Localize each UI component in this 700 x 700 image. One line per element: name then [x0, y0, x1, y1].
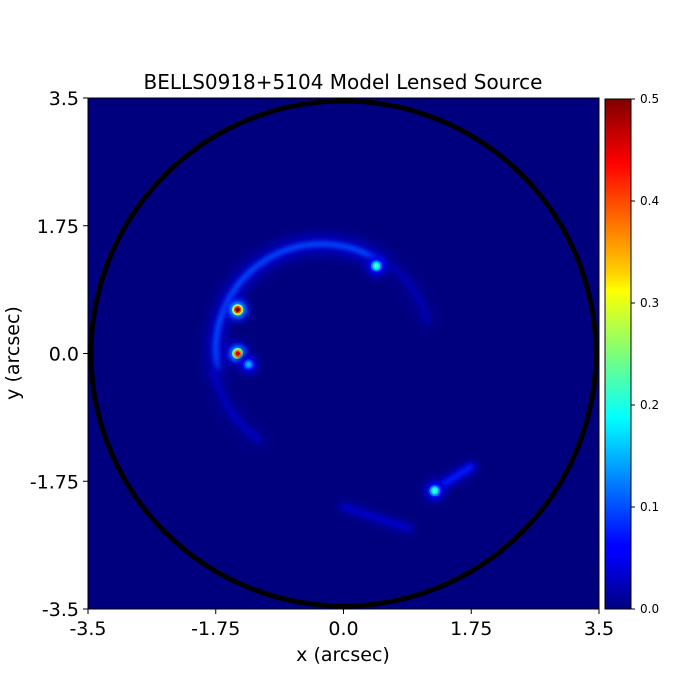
knot-level-4 [246, 362, 251, 367]
mask-circle [88, 98, 599, 609]
y-axis-label: y (arcsec) [2, 306, 24, 400]
streak-core [440, 464, 474, 487]
knot-level-4 [235, 307, 240, 312]
arc-core [213, 241, 385, 371]
y-tick-label: 0.0 [49, 344, 79, 366]
arc-2 [385, 259, 434, 328]
colorbar-tick-label: 0.2 [640, 398, 659, 412]
colorbar-tick-label: 0.3 [640, 296, 659, 310]
colorbar-tick-label: 0.1 [640, 500, 659, 514]
arc-core [211, 366, 262, 443]
y-tick-label: 1.75 [37, 216, 79, 238]
x-tick-label: 3.5 [584, 618, 614, 640]
knot-7 [423, 479, 446, 502]
y-axis: -3.5 -1.75 0.0 1.75 3.5 [30, 88, 88, 621]
arc-0 [209, 238, 389, 375]
x-tick-label: -1.75 [191, 618, 240, 640]
colorbar-tick-label: 0.5 [640, 92, 659, 106]
x-tick-label: -3.5 [69, 618, 106, 640]
knot-3 [226, 298, 249, 321]
x-tick-label: 1.75 [450, 618, 492, 640]
y-tick-label: -1.75 [30, 471, 79, 493]
streak-8 [437, 461, 477, 490]
x-axis-label: x (arcsec) [296, 644, 390, 666]
colorbar: 0.0 0.1 0.2 0.3 0.4 0.5 [604, 92, 659, 616]
knot-5 [237, 353, 260, 376]
arc-1 [207, 362, 265, 446]
plot-area [88, 98, 599, 609]
knot-level-4 [432, 488, 437, 493]
knot-6 [365, 254, 388, 277]
streak-9 [338, 501, 415, 534]
knot-level-4 [374, 263, 379, 269]
lensed-knots [226, 254, 446, 502]
colorbar-ticks: 0.0 0.1 0.2 0.3 0.4 0.5 [631, 92, 659, 616]
colorbar-tick-label: 0.4 [640, 194, 659, 208]
arc-core [389, 263, 430, 325]
streak-core [341, 504, 412, 531]
chart-title: BELLS0918+5104 Model Lensed Source [144, 70, 543, 94]
knot-level-4 [235, 351, 240, 356]
colorbar-gradient [604, 98, 632, 610]
colorbar-tick-label: 0.0 [640, 602, 659, 616]
y-tick-label: 3.5 [49, 88, 79, 110]
image-background [88, 98, 599, 609]
lensed-arcs [207, 238, 477, 534]
x-tick-label: 0.0 [328, 618, 358, 640]
y-tick-label: -3.5 [42, 599, 79, 621]
x-axis: -3.5 -1.75 0.0 1.75 3.5 [69, 609, 614, 640]
